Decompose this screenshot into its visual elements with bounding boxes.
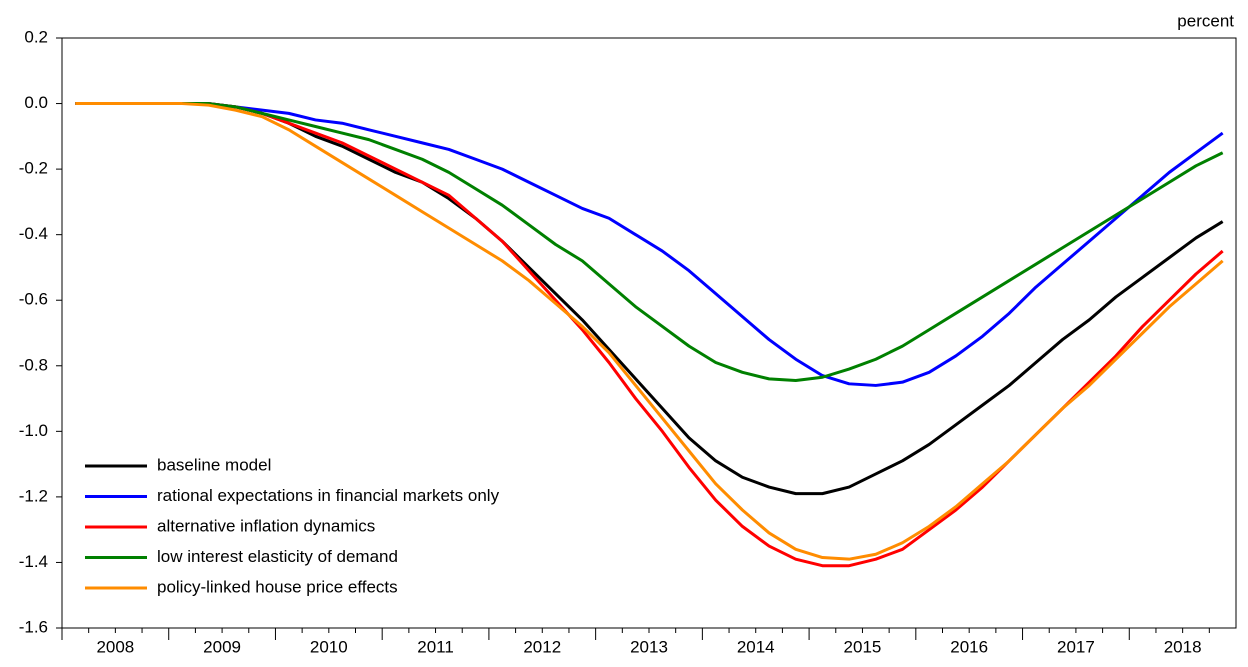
x-tick-label: 2012 (523, 637, 561, 656)
x-tick-label: 2016 (950, 637, 988, 656)
y-tick-label: 0.0 (24, 93, 48, 112)
x-tick-label: 2008 (96, 637, 134, 656)
y-tick-label: 0.2 (24, 27, 48, 46)
x-tick-label: 2011 (417, 637, 454, 656)
series-line (75, 102, 1224, 387)
legend-label: alternative inflation dynamics (157, 516, 375, 535)
y-tick-label: -0.4 (19, 224, 48, 243)
y-tick-label: -1.2 (19, 486, 48, 505)
y-tick-label: -0.2 (19, 159, 48, 178)
y-tick-label: -0.6 (19, 290, 48, 309)
legend-label: policy-linked house price effects (157, 577, 398, 596)
legend-label: baseline model (157, 455, 271, 474)
legend-label: low interest elasticity of demand (157, 547, 398, 566)
series-line (75, 102, 1224, 561)
plot-frame (61, 37, 1237, 629)
series-line (75, 102, 1224, 496)
x-tick-label: 2013 (630, 637, 668, 656)
x-tick-label: 2010 (310, 637, 348, 656)
x-tick-label: 2014 (737, 637, 775, 656)
y-tick-label: -1.0 (19, 421, 48, 440)
y-tick-label: -0.8 (19, 355, 48, 374)
y-axis-unit: percent (1177, 11, 1234, 30)
y-tick-label: -1.6 (19, 617, 48, 636)
x-tick-label: 2009 (203, 637, 241, 656)
x-tick-label: 2017 (1057, 637, 1095, 656)
x-tick-label: 2015 (844, 637, 882, 656)
series-line (75, 102, 1224, 383)
y-tick-label: -1.4 (19, 552, 48, 571)
x-tick-label: 2018 (1164, 637, 1202, 656)
legend-label: rational expectations in financial marke… (157, 486, 500, 505)
